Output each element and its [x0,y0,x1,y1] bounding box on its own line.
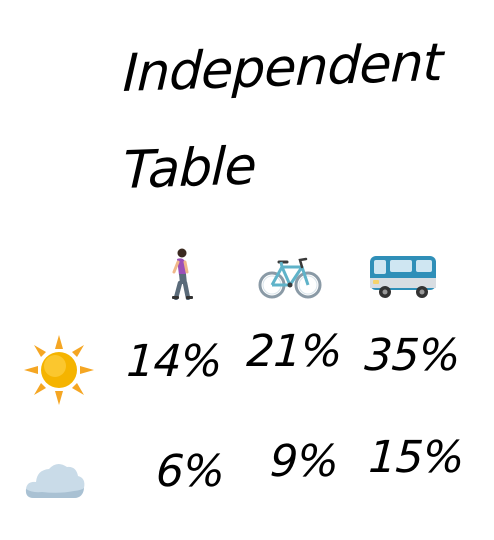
table-cell-cloud-walking: 6% [154,446,226,497]
bus-icon [370,256,436,298]
title-line-2: Table [121,136,257,201]
table-cell-sun-walking: 14% [125,336,223,387]
table-cell-sun-bus: 35% [363,330,461,381]
table-cell-cloud-bicycle: 9% [268,436,340,487]
bicycle-icon [258,257,322,299]
cloud-icon [25,463,85,498]
person-walking-icon [172,248,193,300]
title-line-1: Independent [121,32,444,104]
table-cell-sun-bicycle: 21% [245,326,343,377]
sun-icon [24,335,94,405]
table-cell-cloud-bus: 15% [367,432,465,483]
